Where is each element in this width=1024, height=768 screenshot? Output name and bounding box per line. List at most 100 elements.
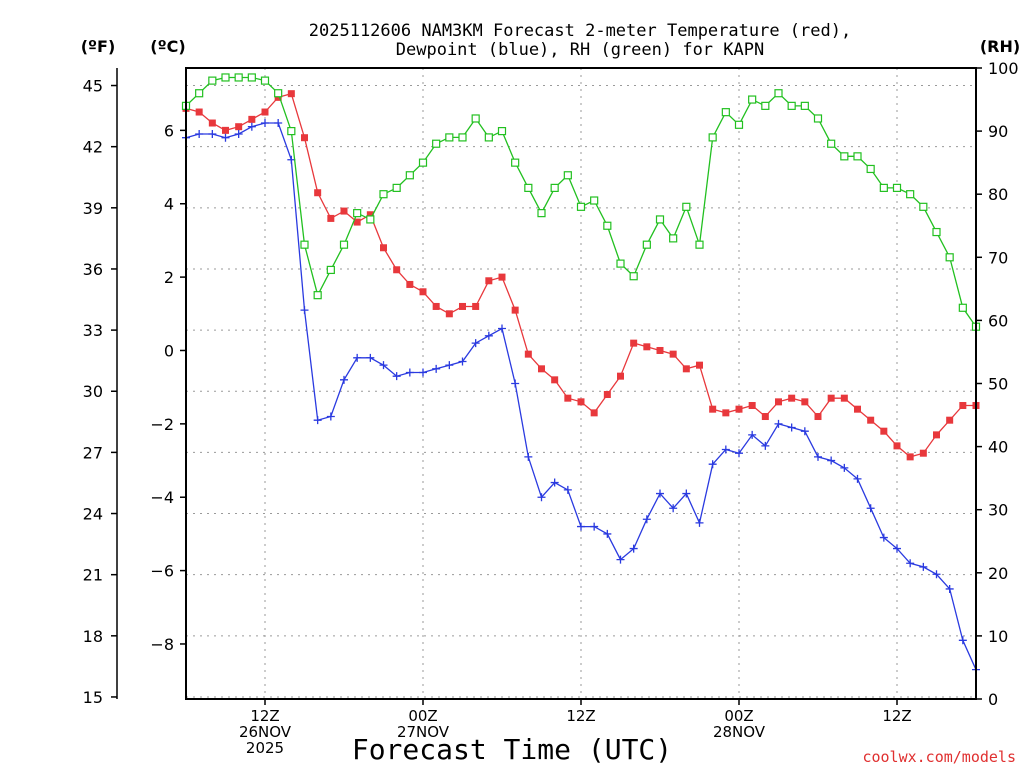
rh-point — [669, 234, 678, 243]
fahrenheit-tick-label: 42 — [83, 138, 103, 157]
dewpoint-point — [340, 375, 348, 384]
temperature-point — [603, 391, 611, 399]
dewpoint-point — [471, 339, 480, 348]
dewpoint-point — [814, 452, 822, 461]
rh-point — [221, 73, 230, 82]
rh-point — [892, 183, 902, 192]
time-tick-label: 2025 — [246, 739, 284, 757]
rh-point — [695, 240, 704, 249]
rh-point — [879, 183, 888, 192]
dewpoint-point — [550, 478, 559, 487]
temperature-point — [524, 350, 532, 358]
celsius-tick-label: 6 — [164, 121, 174, 140]
dewpoint-point — [958, 636, 967, 645]
dewpoint-point — [735, 449, 743, 458]
dewpoint-point — [840, 463, 849, 472]
fahrenheit-tick-label: 39 — [83, 199, 103, 218]
rh-point — [629, 272, 638, 281]
celsius-tick-label: 2 — [164, 268, 174, 287]
dewpoint-point — [932, 570, 941, 579]
rh-point — [511, 158, 520, 167]
dewpoint-point — [893, 544, 901, 553]
fahrenheit-tick-label: 45 — [83, 77, 103, 96]
fahrenheit-tick-label: 21 — [83, 566, 103, 585]
rh-tick-label: 60 — [988, 311, 1008, 330]
celsius-axis: 6 4 2 0 −2 −4 −6 −8 — [150, 121, 186, 654]
fahrenheit-axis-unit: (ºF) — [81, 37, 116, 56]
dewpoint-point — [537, 493, 546, 502]
temperature-point — [617, 372, 624, 380]
temperature-point — [669, 350, 677, 358]
temperature-point — [459, 302, 466, 310]
dewpoint-point — [827, 456, 836, 465]
celsius-tick-label: −4 — [150, 488, 174, 507]
temperature-point — [933, 431, 940, 439]
fahrenheit-tick-label: 15 — [83, 688, 103, 707]
dewpoint-point — [682, 489, 691, 498]
rh-point — [827, 139, 836, 148]
rh-point — [418, 158, 428, 167]
dewpoint-point — [603, 529, 612, 538]
rh-point — [813, 114, 823, 123]
rh-point — [366, 215, 375, 224]
dewpoint-point — [511, 379, 520, 388]
rh-point — [300, 240, 309, 249]
temperature-point — [590, 409, 598, 417]
dewpoint-point — [774, 419, 783, 428]
temperature-point — [366, 211, 374, 219]
dewpoint-point — [221, 133, 230, 142]
rh-point — [234, 73, 243, 82]
temperature-point — [235, 123, 243, 131]
credit-text: coolwx.com/models — [862, 748, 1016, 766]
temperature-point — [906, 453, 914, 461]
temperature-point — [761, 413, 769, 421]
rh-point — [247, 73, 256, 82]
temperature-point — [682, 365, 690, 373]
fahrenheit-tick-label: 27 — [83, 443, 103, 462]
temperature-point — [788, 394, 796, 402]
rh-point — [339, 240, 349, 249]
dewpoint-point — [761, 441, 770, 450]
time-tick-label: 12Z — [566, 707, 595, 725]
rh-point — [853, 152, 862, 161]
dewpoint-point — [879, 533, 888, 542]
temperature-point — [854, 405, 861, 413]
temperature-point — [814, 413, 822, 421]
temperature-point — [274, 93, 282, 101]
temperature-point — [577, 398, 585, 406]
fahrenheit-tick-label: 18 — [83, 627, 103, 646]
rh-point — [576, 202, 586, 211]
temperature-point — [735, 405, 743, 413]
dewpoint-point — [577, 522, 585, 531]
rh-point — [919, 202, 928, 211]
temperature-series — [182, 90, 980, 461]
rh-point — [563, 171, 572, 180]
temperature-point — [485, 277, 493, 285]
temperature-point — [208, 119, 216, 127]
temperature-point — [867, 416, 875, 424]
dewpoint-point — [458, 357, 467, 366]
rh-point — [682, 202, 691, 211]
dewpoint-point — [419, 368, 427, 377]
rh-point — [840, 152, 849, 161]
temperature-point — [195, 108, 203, 116]
rh-point — [484, 133, 493, 142]
rh-point — [958, 303, 967, 312]
celsius-tick-label: −8 — [150, 635, 174, 654]
temperature-point — [511, 306, 519, 314]
dewpoint-point — [445, 361, 454, 370]
x-axis-label: Forecast Time (UTC) — [352, 733, 672, 766]
dewpoint-point — [353, 353, 362, 362]
fahrenheit-tick-label: 36 — [83, 260, 103, 279]
dewpoint-point — [656, 489, 664, 498]
time-tick-label: 12Z — [882, 707, 911, 725]
dewpoint-point — [629, 544, 638, 553]
time-tick-label: 00Z — [408, 707, 437, 725]
rh-point — [497, 126, 507, 136]
chart-title-line-1: 2025112606 NAM3KM Forecast 2-meter Tempe… — [309, 21, 851, 41]
temperature-point — [709, 405, 717, 413]
rh-tick-label: 0 — [988, 690, 998, 709]
celsius-tick-label: −6 — [150, 562, 174, 581]
